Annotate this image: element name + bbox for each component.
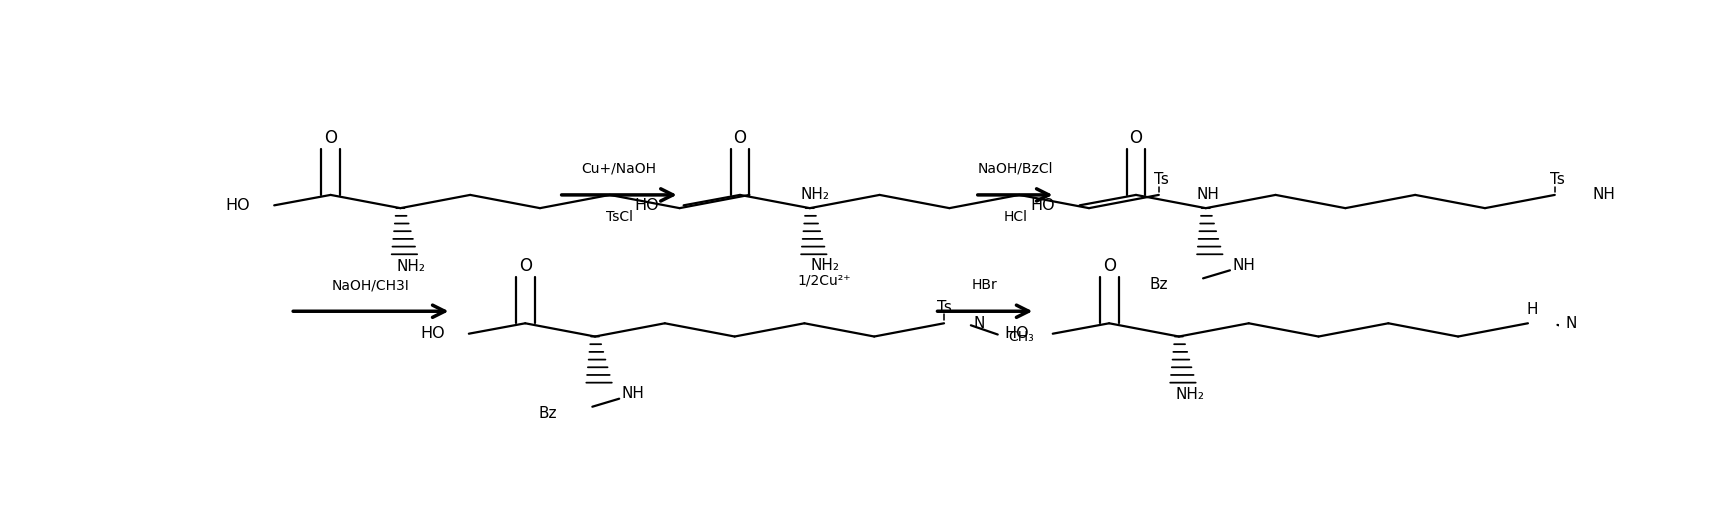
Text: NaOH/BzCl: NaOH/BzCl [977, 162, 1053, 176]
Text: HBr: HBr [972, 278, 998, 292]
Text: O: O [733, 129, 746, 146]
Text: HO: HO [225, 198, 249, 213]
Text: Bz: Bz [1150, 277, 1167, 292]
Text: N: N [1566, 316, 1576, 331]
Text: 1/2Cu²⁺: 1/2Cu²⁺ [798, 274, 852, 288]
Text: HO: HO [421, 326, 445, 341]
Text: Bz: Bz [539, 406, 558, 420]
Text: NH₂: NH₂ [1176, 387, 1204, 402]
Text: O: O [1129, 129, 1143, 146]
Text: Cu+/NaOH: Cu+/NaOH [582, 162, 656, 176]
Text: O: O [324, 129, 338, 146]
Text: HO: HO [636, 198, 660, 213]
Text: NH: NH [622, 387, 644, 401]
Text: NH: NH [1233, 258, 1256, 273]
Text: Ts: Ts [937, 300, 951, 315]
Text: O: O [518, 257, 532, 275]
Text: HO: HO [1005, 326, 1029, 341]
Text: TsCl: TsCl [606, 210, 632, 224]
Text: NH₂: NH₂ [811, 258, 838, 273]
Text: CH₃: CH₃ [1008, 330, 1034, 344]
Text: NH₂: NH₂ [800, 188, 830, 202]
Text: Ts: Ts [1550, 172, 1566, 187]
Text: HO: HO [1031, 198, 1055, 213]
Text: NH: NH [1197, 188, 1219, 202]
Text: O: O [1103, 257, 1115, 275]
Text: HCl: HCl [1003, 210, 1027, 224]
Text: NaOH/CH3I: NaOH/CH3I [333, 278, 410, 292]
Text: H: H [1526, 302, 1538, 317]
Text: Ts: Ts [1154, 172, 1169, 187]
Text: NH₂: NH₂ [397, 259, 426, 274]
Text: N: N [973, 316, 986, 331]
Text: NH: NH [1592, 188, 1616, 202]
